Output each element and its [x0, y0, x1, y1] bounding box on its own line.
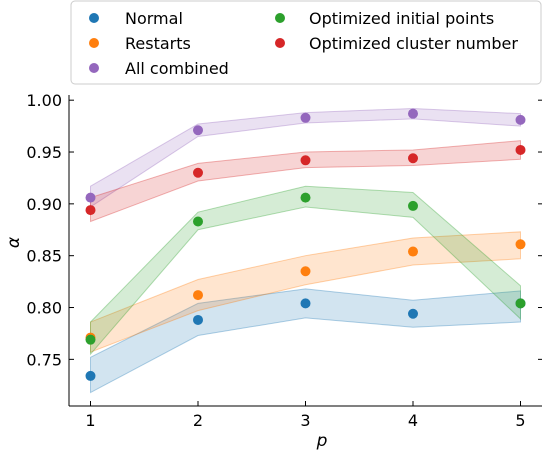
band-optimized-initial-points [90, 185, 521, 356]
point-normal-4 [408, 308, 418, 319]
legend-normal-label: Normal [125, 9, 183, 28]
point-optimized-initial-points-5 [515, 298, 526, 309]
point-restarts-3 [300, 266, 311, 277]
legend-optimized-initial-points-label: Optimized initial points [309, 9, 494, 28]
point-optimized-cluster-number-2 [193, 167, 203, 178]
y-tick-label-1.00: 1.00 [26, 91, 62, 110]
legend-optimized-initial-points-marker [275, 13, 285, 23]
band-restarts [90, 231, 521, 353]
y-axis-label: α [4, 237, 24, 248]
legend-optimized-cluster-number-marker [275, 38, 285, 48]
legend-normal-marker [89, 13, 99, 23]
x-tick-label-4: 4 [408, 411, 418, 430]
y-tick-label-0.75: 0.75 [26, 350, 62, 369]
point-optimized-cluster-number-4 [408, 153, 418, 164]
x-tick-label-5: 5 [515, 411, 525, 430]
y-tick-label-0.95: 0.95 [26, 143, 62, 162]
point-optimized-cluster-number-5 [515, 144, 526, 155]
x-tick-label-3: 3 [300, 411, 310, 430]
point-optimized-initial-points-3 [300, 192, 311, 203]
point-normal-2 [193, 314, 203, 325]
point-all-combined-2 [193, 125, 203, 136]
point-all-combined-4 [408, 108, 418, 119]
confidence-bands [90, 107, 521, 394]
point-optimized-initial-points-4 [408, 200, 418, 211]
point-normal-1 [85, 370, 96, 381]
point-restarts-2 [193, 290, 203, 301]
x-tick-label-1: 1 [85, 411, 95, 430]
point-all-combined-5 [515, 114, 526, 125]
data-points [85, 108, 526, 381]
point-optimized-cluster-number-1 [85, 205, 96, 216]
point-restarts-4 [408, 246, 418, 257]
x-tick-label-2: 2 [193, 411, 203, 430]
point-optimized-cluster-number-3 [300, 155, 311, 166]
legend-optimized-cluster-number-label: Optimized cluster number [309, 34, 518, 53]
point-all-combined-1 [85, 192, 96, 203]
axes: 1 2 3 4 5 0.75 0.80 0.85 0.90 0.95 1.00 p α [4, 91, 542, 451]
point-all-combined-3 [300, 112, 311, 123]
point-normal-3 [300, 298, 311, 309]
y-tick-label-0.80: 0.80 [26, 299, 62, 318]
legend-all-combined-marker [89, 63, 99, 73]
legend-all-combined-label: All combined [125, 59, 229, 78]
legend: Normal Optimized initial points Restarts Op… [70, 0, 542, 85]
legend-restarts-label: Restarts [125, 34, 191, 53]
point-optimized-initial-points-2 [193, 216, 203, 227]
point-optimized-initial-points-1 [85, 334, 96, 345]
y-tick-label-0.85: 0.85 [26, 247, 62, 266]
legend-restarts-marker [89, 38, 99, 48]
point-restarts-5 [515, 239, 526, 250]
x-axis-label: p [316, 431, 328, 451]
y-tick-label-0.90: 0.90 [26, 195, 62, 214]
legend-box [70, 0, 542, 85]
